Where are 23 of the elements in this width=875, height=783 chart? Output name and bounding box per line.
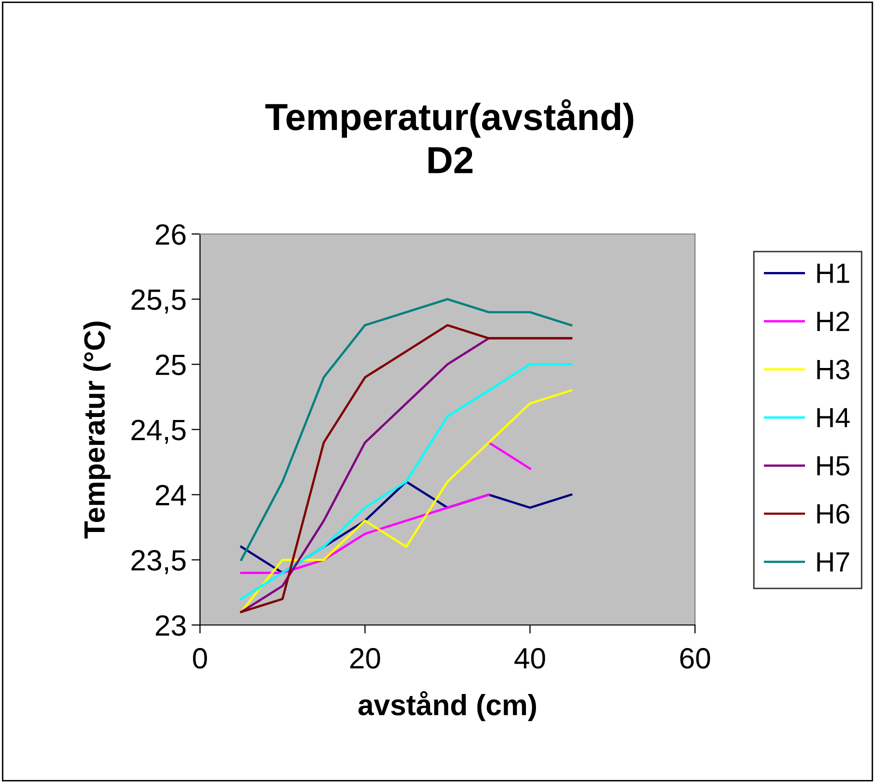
y-tick-label: 24 [156,484,186,506]
legend-label: H4 [817,408,850,428]
line-series [240,389,572,614]
legend-label: H7 [817,552,850,572]
y-tick-label: 25 [156,354,186,376]
legend-label: H1 [817,264,850,283]
y-tick-label: 23 [156,615,186,636]
x-tick-label: 60 [680,648,710,669]
y-axis-title: Temperatur (°C) [83,322,111,538]
y-tick-label: 26 [156,224,186,245]
line-series [240,298,572,561]
chart-title: Temperatur(avstånd) D2 [265,99,634,174]
x-axis-title: avstånd (cm) [358,691,536,722]
y-tick-label: 25,5 [132,289,186,314]
x-tick-label: 40 [514,648,546,669]
legend-label: H5 [817,456,850,476]
x-tick-label: 0 [193,648,207,669]
y-tick-label: 24,5 [132,420,186,444]
legend-label: H3 [817,360,850,380]
y-tick-label: 23,5 [132,550,186,574]
legend-label: H2 [817,312,850,331]
legend-label: H6 [817,504,850,524]
x-tick-label: 20 [350,648,380,669]
